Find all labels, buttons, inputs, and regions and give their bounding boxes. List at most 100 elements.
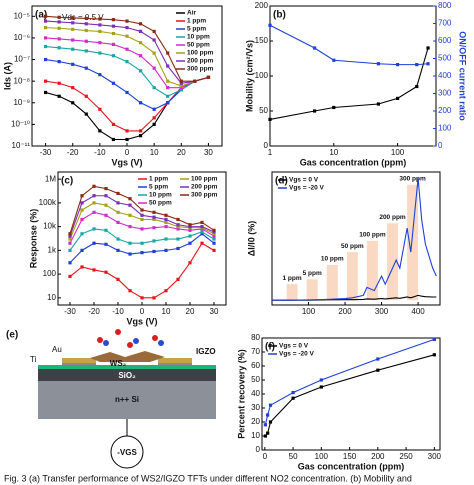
data-point [140,208,144,212]
ws2-flakes [90,351,165,362]
ti-layer [62,363,96,365]
data-point [152,86,156,90]
x-tick-label: 150 [343,452,357,461]
y-tick-label: 50 [259,106,268,115]
data-point [98,23,102,27]
data-point [68,261,72,265]
data-point [319,385,323,389]
data-point [176,227,180,231]
data-point [140,213,144,217]
legend-label: Vgs = -20 V [279,351,315,358]
data-point [138,101,143,105]
series-line [69,228,215,251]
y-tick-label: 10⁻¹¹ [12,141,31,150]
legend-label: 100 ppm [191,176,218,183]
data-point [57,26,61,30]
data-point [57,46,61,50]
x-axis-title: Vgs (V) [111,157,142,167]
data-point [57,20,61,24]
data-point [104,242,108,246]
data-point [92,227,96,231]
exposure-label: 10 ppm [321,256,344,263]
data-point [98,17,102,21]
x-tick-label: 10 [162,307,171,316]
data-point [188,261,192,265]
data-point [128,197,132,201]
data-point [166,51,170,55]
data-point [111,81,116,85]
data-point [291,391,295,395]
data-point [138,134,143,138]
data-point [116,248,120,252]
plot-frame [269,5,437,147]
data-point [176,277,180,281]
data-point [164,220,168,225]
data-point [80,201,84,205]
panel-label: (d) [275,176,288,187]
data-point [152,239,156,243]
data-point [312,109,317,113]
data-point [125,47,129,51]
data-point [43,19,48,23]
y-tick-label: 10k [43,222,57,231]
y-axis-title: Response (%) [28,209,38,269]
y-tick-label: 10⁻⁹ [13,98,30,107]
x-tick-label: 10 [150,148,159,157]
exposure-label: 5 ppm [303,270,322,277]
exposure-label: 300 ppm [399,176,426,183]
y2-tick-label: 700 [438,19,452,28]
data-point [415,84,419,89]
data-point [125,137,129,142]
data-point [116,277,120,281]
data-point [268,420,273,424]
x-tick-label: 30 [204,148,213,157]
data-point [152,66,156,70]
y-tick-label: 10⁻⁶ [14,33,30,42]
data-point [376,102,380,106]
data-point [200,220,204,225]
data-point [179,88,183,92]
exposure-bar [346,252,358,301]
y-tick-label: 60 [251,361,260,370]
y-tick-label: 70 [251,347,260,356]
exposure-bar [387,223,398,301]
data-point [111,31,116,36]
data-point [92,201,96,205]
data-point [266,431,270,435]
data-point [84,22,88,26]
data-point [291,396,295,400]
layer-label: SiO₂ [118,371,136,380]
data-point [176,217,180,222]
data-point [104,203,108,207]
data-point [166,94,170,98]
data-point [212,228,216,232]
y2-tick-label: 600 [438,36,452,45]
data-point [128,225,132,229]
y2-tick-label: 500 [438,54,452,63]
caption: Fig. 3 (a) Transfer performance of WS2/I… [4,473,412,483]
x-tick-label: 0 [140,307,145,316]
data-point [98,73,102,77]
data-point [263,423,267,427]
x-tick-label: 50 [289,452,298,461]
x-tick-label: -20 [88,307,100,316]
legend-label: 10 ppm [187,34,210,41]
data-point [200,241,204,245]
data-point [200,225,204,229]
data-point [57,94,61,98]
data-point [43,79,48,83]
data-point [138,129,143,133]
y-tick-label: 150 [255,36,269,45]
layer-label: n++ Si [115,395,139,404]
data-point [80,194,84,198]
legend-label: Vgs = 0 V [289,177,319,184]
data-point [332,58,336,62]
data-point [200,230,204,234]
data-point [166,79,170,83]
data-point [395,63,400,67]
exposure-bar [326,264,338,301]
data-point [111,42,116,47]
legend-label: 50 ppm [149,200,172,207]
data-point [71,38,75,42]
